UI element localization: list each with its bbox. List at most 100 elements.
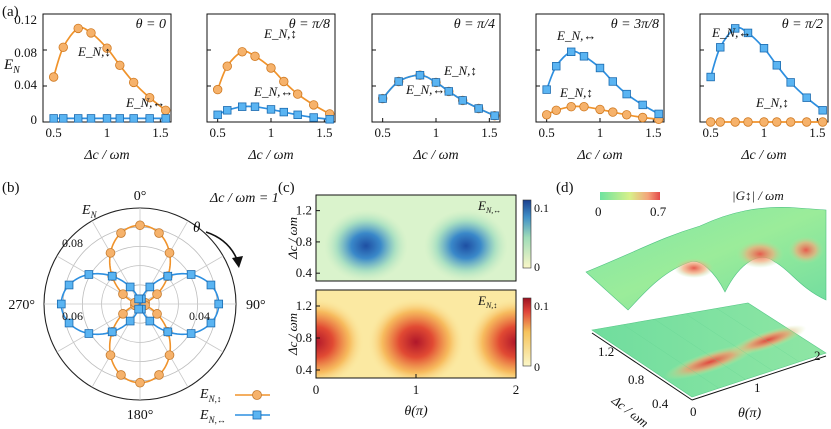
data-point-horizontal [595, 63, 605, 73]
d-axis-theta [691, 355, 827, 401]
series-label-horizontal: E_N,↔ [125, 95, 165, 110]
polar-tick-270: 270° [8, 298, 35, 313]
heatmap-bottom-ylabel: Δc / ωm [285, 313, 300, 356]
surface-peak [736, 240, 784, 268]
panel-a-yticks: 0.12 0.08 0.04 0 [14, 12, 37, 127]
polar-point-vertical [135, 377, 145, 388]
data-point-vertical [266, 63, 276, 73]
panel-a-subplot: 0.5 1 1.5 Δc / ωm θ = π/4 [371, 13, 501, 163]
x-tick-label: 0.5 [703, 125, 719, 140]
heatmap-ytick-label: 1.2 [296, 298, 312, 313]
series-label-horizontal: E_N,↔ [405, 82, 445, 97]
data-point-horizontal [59, 114, 68, 123]
heatmap-top: EN,↔ [315, 194, 517, 282]
data-point-horizontal [415, 71, 425, 80]
heatmap-xtick-label: 2 [513, 382, 520, 397]
surface-peak [674, 258, 714, 278]
d-axis-delta [591, 332, 693, 401]
data-point-vertical [144, 92, 155, 103]
x-axis-label: Δc / ωm [83, 148, 129, 163]
data-point-vertical [608, 107, 618, 117]
data-point-vertical [621, 110, 632, 120]
data-point-horizontal [293, 110, 302, 119]
heatmap-ticks: 0.4 0.8 1.2 0.4 0.8 1.2 0 1 2 [296, 203, 520, 397]
data-point-horizontal [279, 107, 288, 117]
panel-a-subplot: 0.5 1 1.5 Δc / ωm θ = π/2 [699, 13, 829, 163]
data-point-horizontal [542, 85, 551, 94]
x-tick-label: 0.5 [539, 125, 555, 140]
x-tick-label: 1.5 [152, 125, 168, 140]
data-point-horizontal [716, 43, 725, 52]
data-point-horizontal [394, 77, 403, 86]
legend-marker-horizontal [252, 410, 262, 420]
polar-point-horizontal [134, 304, 143, 314]
polar-point-horizontal [125, 282, 135, 292]
polar-point-horizontal [163, 327, 173, 337]
panel-b: 0° 90° 180° 270° 0.04 0.06 0.08 EN Δc / … [8, 189, 278, 425]
polar-point-vertical [116, 228, 126, 238]
x-tick-label: 0.5 [210, 125, 226, 140]
ytick-label: 0.04 [14, 77, 37, 92]
data-point-vertical [705, 117, 716, 127]
colorbar-top-min: 0 [534, 260, 540, 274]
polar-point-vertical [154, 370, 164, 380]
data-point-horizontal [102, 114, 112, 123]
data-point-vertical [102, 43, 112, 53]
data-point-vertical [759, 117, 769, 127]
data-point-horizontal [654, 109, 663, 119]
data-point-horizontal [49, 114, 58, 123]
data-point-horizontal [129, 114, 138, 123]
d-xlabel: θ(π) [738, 406, 762, 421]
data-point-vertical [785, 117, 796, 127]
panel-c-label: (c) [278, 180, 295, 196]
polar-parameter: Δc / ωm = 1 [209, 191, 279, 206]
subplot-title: θ = 3π/8 [611, 17, 659, 32]
polar-point-horizontal [134, 294, 143, 304]
panel-c: EN,↔ EN,↕ 0.1 0 0.1 0 0.4 0.8 1.2 0.4 0.8 1.2… [285, 194, 549, 419]
data-point-vertical [715, 117, 725, 127]
x-tick-label: 1.5 [645, 125, 661, 140]
heatmap-ytick-label: 0.8 [296, 330, 312, 345]
panel-d-label: (d) [556, 180, 574, 196]
data-point-vertical [58, 42, 68, 53]
heatmap-xlabel: θ(π) [404, 404, 428, 419]
data-point-vertical [551, 105, 561, 116]
subplot-title: θ = π/8 [289, 17, 330, 32]
polar-title: EN [81, 203, 98, 220]
data-point-vertical [250, 51, 260, 62]
data-point-vertical [730, 117, 740, 127]
polar-point-vertical [116, 370, 126, 380]
data-point-horizontal [325, 115, 334, 124]
d-ytick: 0.4 [652, 396, 669, 411]
polar-point-vertical [164, 350, 175, 360]
x-axis-label: Δc / ωm [247, 148, 293, 163]
heatmap-peak [368, 298, 464, 378]
polar-point-vertical [105, 350, 116, 360]
data-point-horizontal [567, 47, 576, 56]
polar-point-horizontal [107, 327, 117, 337]
heatmap-peak [468, 298, 516, 378]
surface-mesh [591, 302, 827, 398]
data-point-vertical [222, 61, 232, 71]
panel-a-subplot: 0.5 1 1.5 Δc / ωm θ = 0 [42, 13, 172, 163]
polar-point-horizontal [56, 299, 66, 309]
data-point-vertical [595, 104, 605, 115]
colorbar-d [600, 192, 660, 200]
polar-tick-90: 90° [246, 298, 266, 313]
data-point-vertical [115, 60, 125, 71]
data-point-vertical [817, 117, 828, 127]
subplot-title: θ = π/4 [454, 17, 495, 32]
x-tick-label: 1 [433, 125, 440, 140]
series-label-vertical: E_N,↕ [77, 44, 111, 59]
legend-label-vertical: EN,↕ [199, 387, 221, 404]
heatmap-top-frame [315, 194, 517, 282]
d-xtick: 1 [754, 380, 761, 395]
series-label-horizontal: E_N,↔ [253, 84, 293, 99]
data-point-horizontal [772, 61, 781, 70]
data-point-horizontal [378, 94, 387, 103]
polar-point-horizontal [84, 270, 94, 279]
d-xtick: 0 [690, 404, 697, 419]
x-tick-label: 1 [597, 125, 604, 140]
polar-point-horizontal [107, 271, 117, 281]
colorbar-bottom-max: 0.1 [534, 299, 549, 313]
